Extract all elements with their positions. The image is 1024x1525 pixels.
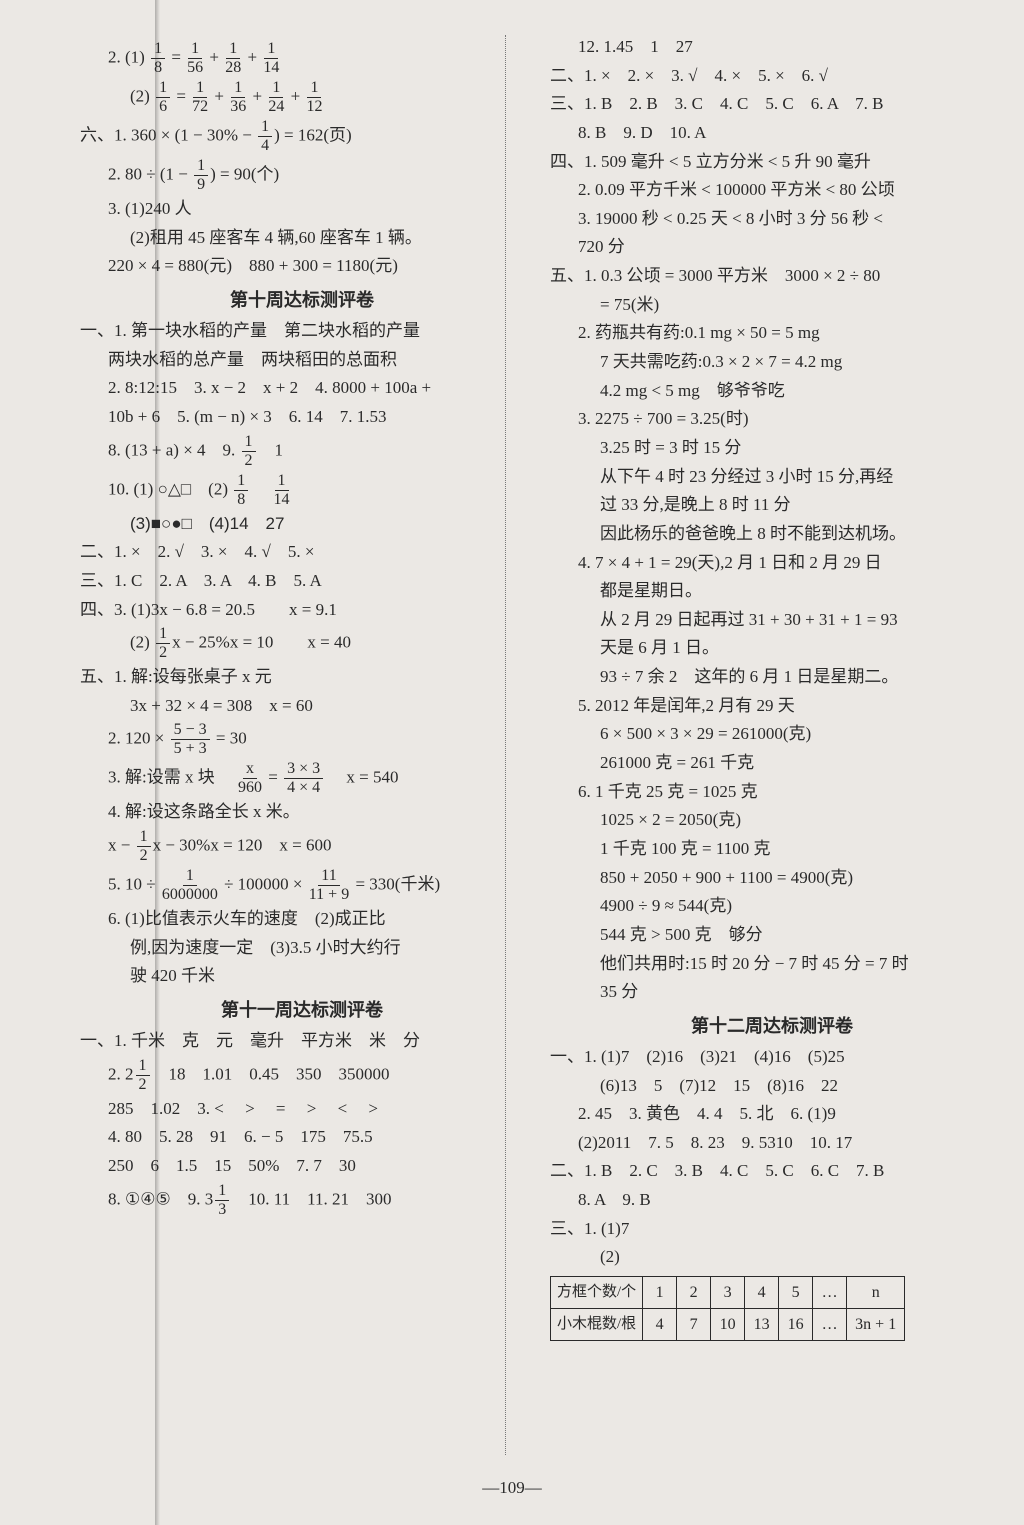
six-1: 六、1. 360 × (1 − 30% − 14) = 162(页): [80, 119, 524, 154]
r-wu3a: 3. 2275 ÷ 700 = 3.25(时): [550, 407, 994, 432]
r-san2: 8. B 9. D 10. A: [550, 121, 994, 146]
w10-y2b: 10b + 6 5. (m − n) × 3 6. 14 7. 1.53: [80, 405, 524, 430]
w10-w4: 4. 解:设这条路全长 x 米。: [80, 800, 524, 825]
r-er: 二、1. × 2. × 3. √ 4. × 5. × 6. √: [550, 64, 994, 89]
w12-y1b: (6)13 5 (7)12 15 (8)16 22: [550, 1074, 994, 1099]
w11-y2c: 285 1.02 3. < > = > < >: [80, 1097, 524, 1122]
w10-y8: 8. (13 + a) × 4 9. 12 1: [80, 434, 524, 469]
r-wu4c: 从 2 月 29 日起再过 31 + 30 + 31 + 1 = 93: [550, 608, 994, 633]
r-wu6b: 1025 × 2 = 2050(克): [550, 808, 994, 833]
w12-san2: (2): [550, 1245, 994, 1270]
r-san1: 三、1. B 2. B 3. C 4. C 5. C 6. A 7. B: [550, 92, 994, 117]
w10-w4b: x − 12x − 30%x = 120 x = 600: [80, 829, 524, 864]
w10-w5: 5. 10 ÷ 16000000 ÷ 100000 × 1111 + 9 = 3…: [80, 868, 524, 903]
r-wu6a: 6. 1 千克 25 克 = 1025 克: [550, 780, 994, 805]
w10-w1: 五、1. 解:设每张桌子 x 元: [80, 665, 524, 690]
r-wu6e: 4900 ÷ 9 ≈ 544(克): [550, 894, 994, 919]
w12-y2b: (2)2011 7. 5 8. 23 9. 5310 10. 17: [550, 1131, 994, 1156]
r-wu3e: 因此杨乐的爸爸晚上 8 时不能到达机场。: [550, 522, 994, 547]
r-wu5b: 6 × 500 × 3 × 29 = 261000(克): [550, 722, 994, 747]
w12-san1: 三、1. (1)7: [550, 1217, 994, 1242]
w12-er: 二、1. B 2. C 3. B 4. C 5. C 6. C 7. B: [550, 1159, 994, 1184]
r-l12: 12. 1.45 1 27: [550, 35, 994, 60]
page: 2. (1) 18 = 156 + 128 + 114 (2) 16 = 172…: [0, 0, 1024, 1525]
w11-y4: 4. 80 5. 28 91 6. − 5 175 75.5: [80, 1125, 524, 1150]
r-wu2a: 2. 药瓶共有药:0.1 mg × 50 = 5 mg: [550, 321, 994, 346]
r-wu6h: 35 分: [550, 980, 994, 1005]
r-wu4e: 93 ÷ 7 余 2 这年的 6 月 1 日是星期二。: [550, 665, 994, 690]
left-column: 2. (1) 18 = 156 + 128 + 114 (2) 16 = 172…: [80, 35, 524, 1341]
eq-2-2: (2) 16 = 172 + 136 + 124 + 112: [80, 80, 524, 115]
table-row: 小木棍数/根 4 7 10 13 16 … 3n + 1: [551, 1309, 905, 1341]
pattern-table: 方框个数/个 1 2 3 4 5 … n 小木棍数/根 4 7 10 13 16…: [550, 1276, 905, 1341]
week12-title: 第十二周达标测评卷: [550, 1013, 994, 1039]
w10-y1a: 一、1. 第一块水稻的产量 第二块水稻的产量: [80, 319, 524, 344]
w10-w6b: 例,因为速度一定 (3)3.5 小时大约行: [80, 936, 524, 961]
w11-y1: 一、1. 千米 克 元 毫升 平方米 米 分: [80, 1029, 524, 1054]
r-si3b: 720 分: [550, 235, 994, 260]
w10-san: 三、1. C 2. A 3. A 4. B 5. A: [80, 569, 524, 594]
w12-y1a: 一、1. (1)7 (2)16 (3)21 (4)16 (5)25: [550, 1045, 994, 1070]
w10-er: 二、1. × 2. √ 3. × 4. √ 5. ×: [80, 540, 524, 565]
w10-y10a: 10. (1) ○△□ (2) 18 114: [80, 473, 524, 508]
right-column: 12. 1.45 1 27 二、1. × 2. × 3. √ 4. × 5. ×…: [550, 35, 994, 1341]
six-3a: 3. (1)240 人: [80, 197, 524, 222]
r-wu5a: 5. 2012 年是闰年,2 月有 29 天: [550, 694, 994, 719]
r-si1: 四、1. 509 毫升 < 5 立方分米 < 5 升 90 毫升: [550, 150, 994, 175]
r-wu6c: 1 千克 100 克 = 1100 克: [550, 837, 994, 862]
r-wu2b: 7 天共需吃药:0.3 × 2 × 7 = 4.2 mg: [550, 350, 994, 375]
r-wu6f: 544 克 > 500 克 够分: [550, 923, 994, 948]
six-3b: (2)租用 45 座客车 4 辆,60 座客车 1 辆。: [80, 226, 524, 251]
w10-y10c: (3)■○●□ (4)14 27: [80, 512, 524, 537]
r-wu6g: 他们共用时:15 时 20 分 − 7 时 45 分 = 7 时: [550, 952, 994, 977]
six-3c: 220 × 4 = 880(元) 880 + 300 = 1180(元): [80, 254, 524, 279]
six-2: 2. 80 ÷ (1 − 19) = 90(个): [80, 158, 524, 193]
w11-y4b: 250 6 1.5 15 50% 7. 7 30: [80, 1154, 524, 1179]
r-wu3b: 3.25 时 = 3 时 15 分: [550, 436, 994, 461]
w10-w1b: 3x + 32 × 4 = 308 x = 60: [80, 694, 524, 719]
eq-2-1: 2. (1) 18 = 156 + 128 + 114: [80, 41, 524, 76]
r-si2: 2. 0.09 平方千米 < 100000 平方米 < 80 公顷: [550, 178, 994, 203]
table-row: 方框个数/个 1 2 3 4 5 … n: [551, 1277, 905, 1309]
w10-w6c: 驶 420 千米: [80, 964, 524, 989]
r-si3: 3. 19000 秒 < 0.25 天 < 8 小时 3 分 56 秒 <: [550, 207, 994, 232]
r-wu4a: 4. 7 × 4 + 1 = 29(天),2 月 1 日和 2 月 29 日: [550, 551, 994, 576]
w10-w2: 2. 120 × 5 − 35 + 3 = 30: [80, 722, 524, 757]
page-number: —109—: [0, 1476, 1024, 1501]
week10-title: 第十周达标测评卷: [80, 287, 524, 313]
w11-y2: 2. 212 18 1.01 0.45 350 350000: [80, 1058, 524, 1093]
r-wu3d: 过 33 分,是晚上 8 时 11 分: [550, 493, 994, 518]
week11-title: 第十一周达标测评卷: [80, 997, 524, 1023]
w10-si1: 四、3. (1)3x − 6.8 = 20.5 x = 9.1: [80, 598, 524, 623]
w12-y2: 2. 45 3. 黄色 4. 4 5. 北 6. (1)9: [550, 1102, 994, 1127]
w10-y1b: 两块水稻的总产量 两块稻田的总面积: [80, 348, 524, 373]
r-wu4b: 都是星期日。: [550, 579, 994, 604]
r-wu6d: 850 + 2050 + 900 + 1100 = 4900(克): [550, 866, 994, 891]
r-wu1: 五、1. 0.3 公顷 = 3000 平方米 3000 × 2 ÷ 80: [550, 264, 994, 289]
r-wu2c: 4.2 mg < 5 mg 够爷爷吃: [550, 379, 994, 404]
w10-si2: (2) 12x − 25%x = 10 x = 40: [80, 626, 524, 661]
r-wu3c: 从下午 4 时 23 分经过 3 小时 15 分,再经: [550, 465, 994, 490]
r-wu4d: 天是 6 月 1 日。: [550, 636, 994, 661]
w10-w6a: 6. (1)比值表示火车的速度 (2)成正比: [80, 907, 524, 932]
w10-y2: 2. 8:12:15 3. x − 2 x + 2 4. 8000 + 100a…: [80, 376, 524, 401]
r-wu1b: = 75(米): [550, 293, 994, 318]
w10-w3: 3. 解:设需 x 块 x960 = 3 × 34 × 4 x = 540: [80, 761, 524, 796]
r-wu5c: 261000 克 = 261 千克: [550, 751, 994, 776]
w11-y8: 8. ①④⑤ 9. 313 10. 11 11. 21 300: [80, 1183, 524, 1218]
w12-er2: 8. A 9. B: [550, 1188, 994, 1213]
